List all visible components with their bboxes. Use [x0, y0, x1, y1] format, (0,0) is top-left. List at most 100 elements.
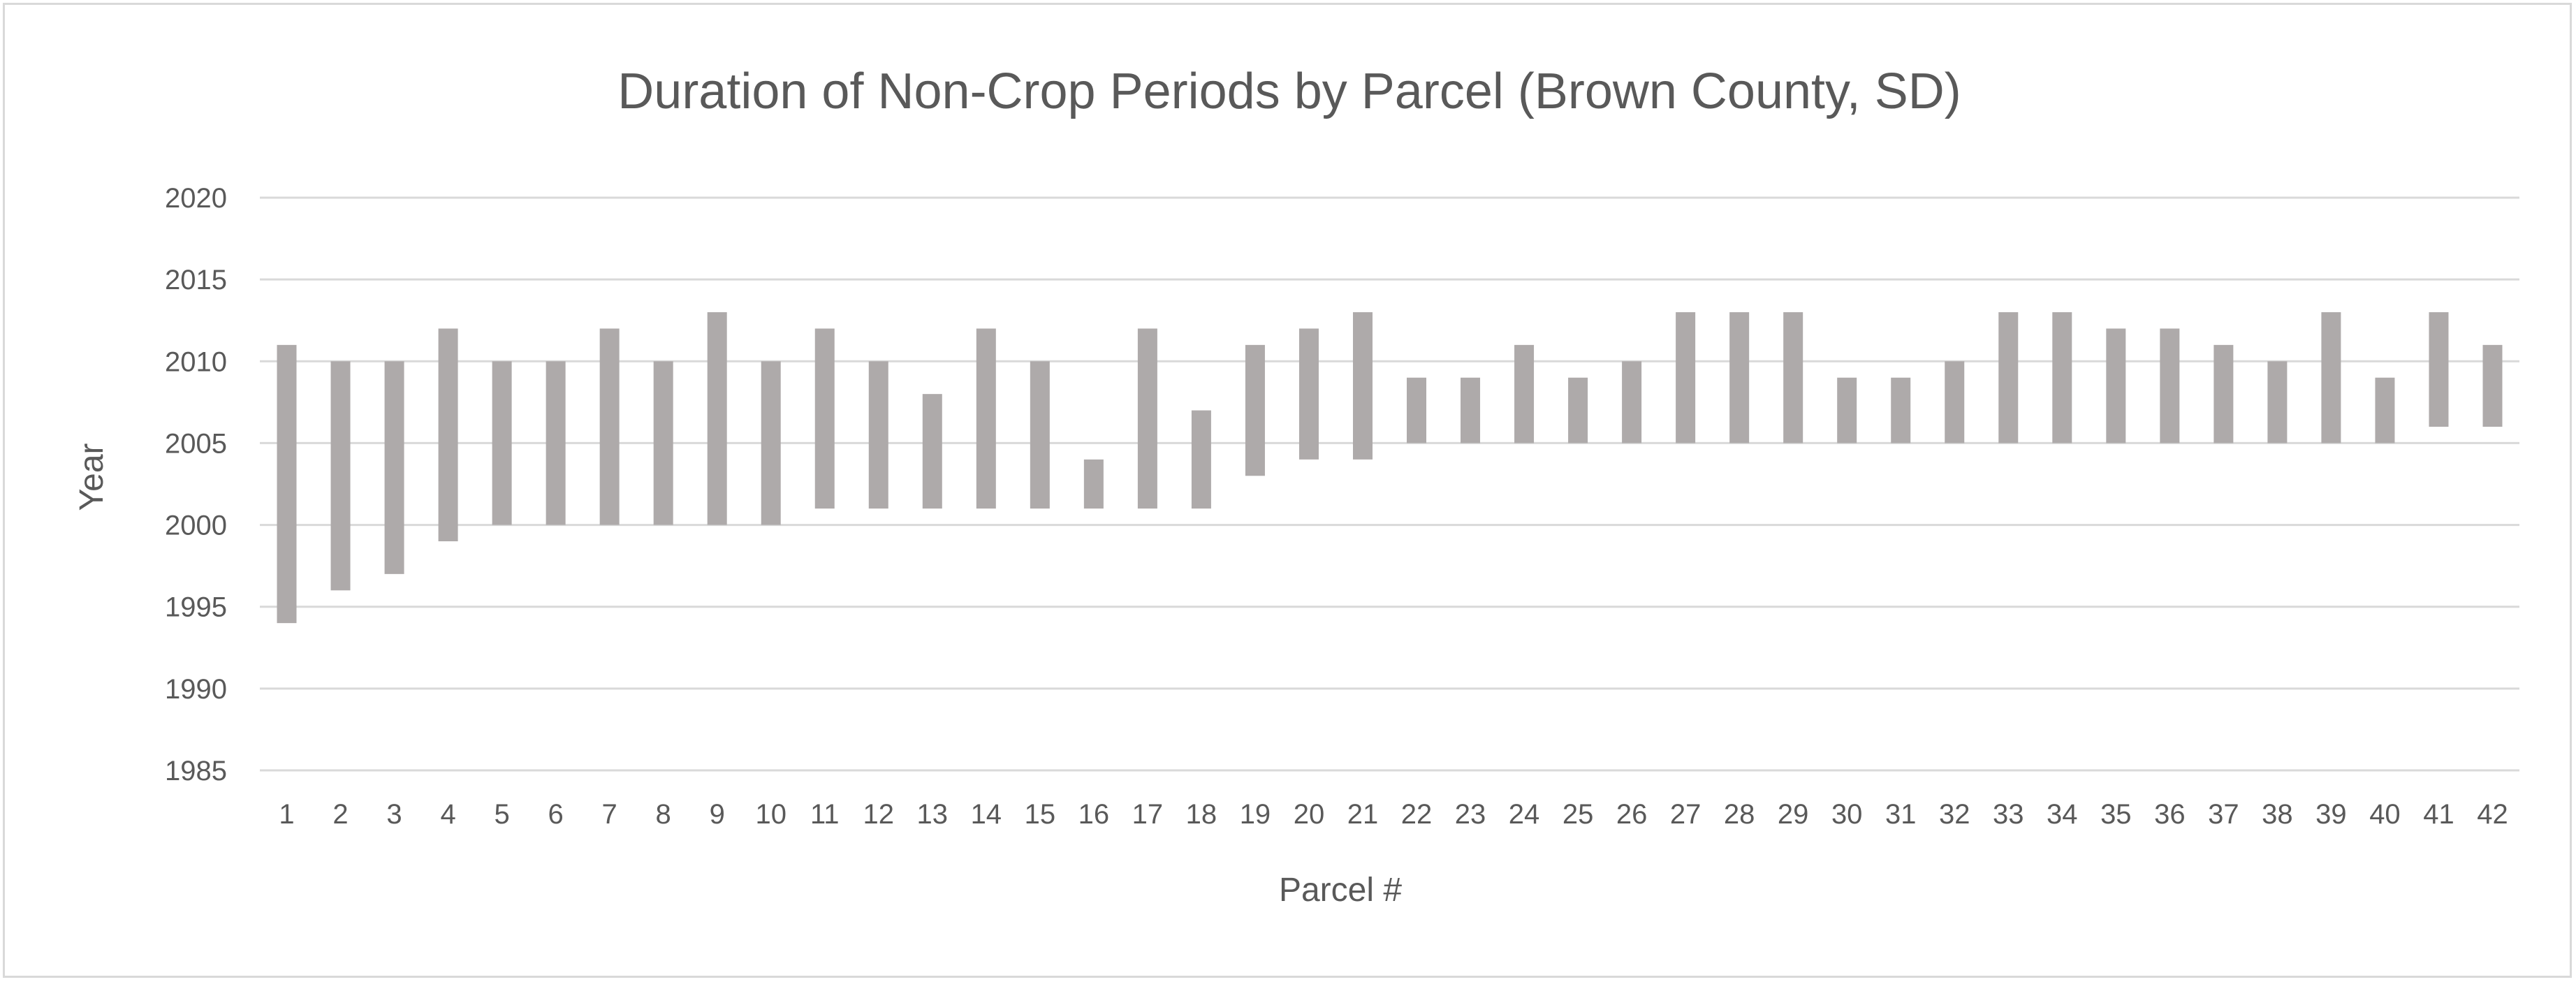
x-tick-label: 1 — [279, 799, 294, 830]
x-tick-label: 6 — [548, 799, 564, 830]
bar-parcel-34 — [2052, 312, 2072, 444]
x-tick-label: 16 — [1078, 799, 1110, 830]
x-tick-label: 26 — [1616, 799, 1648, 830]
bar-parcel-16 — [1083, 459, 1104, 509]
x-tick-labels: 1 2 3 4 5 6 7 8 9 10 11 12 13 14 15 16 17 18 19 20 21 22 23 24 2… — [279, 799, 2508, 830]
bar-parcel-29 — [1783, 312, 1803, 444]
bar-parcel-35 — [2106, 328, 2126, 444]
y-tick-label: 2020 — [165, 183, 227, 214]
x-tick-label: 42 — [2477, 799, 2508, 830]
y-tick-label: 1995 — [165, 592, 227, 623]
bar-parcel-37 — [2213, 344, 2234, 444]
bar-parcel-8 — [653, 361, 673, 525]
bar-parcel-32 — [1945, 361, 1965, 444]
bar-parcel-6 — [546, 361, 566, 525]
bar-parcel-10 — [761, 361, 781, 525]
bar-parcel-18 — [1191, 410, 1211, 509]
x-tick-label: 30 — [1831, 799, 1863, 830]
bar-parcel-9 — [707, 312, 727, 525]
x-tick-label: 5 — [494, 799, 509, 830]
y-axis-label: Year — [73, 443, 110, 511]
bar-parcel-26 — [1622, 361, 1642, 444]
chart-svg: Duration of Non-Crop Periods by Parcel (… — [73, 64, 2519, 909]
bar-parcel-22 — [1407, 377, 1427, 444]
x-tick-label: 11 — [810, 799, 840, 830]
x-tick-label: 39 — [2315, 799, 2347, 830]
x-axis-label: Parcel # — [1279, 872, 1402, 909]
bar-parcel-24 — [1514, 344, 1535, 444]
chart-frame: Duration of Non-Crop Periods by Parcel (… — [3, 3, 2572, 978]
bar-parcel-14 — [976, 328, 996, 509]
bar-parcel-12 — [868, 361, 888, 509]
bar-parcel-21 — [1352, 312, 1373, 460]
x-tick-label: 14 — [971, 799, 1002, 830]
y-tick-label: 2015 — [165, 265, 227, 295]
x-tick-label: 3 — [386, 799, 402, 830]
bar-parcel-23 — [1461, 377, 1481, 444]
x-tick-label: 22 — [1401, 799, 1433, 830]
bar-parcel-20 — [1298, 328, 1319, 460]
bar-parcel-5 — [492, 361, 512, 525]
bar-parcel-25 — [1568, 377, 1588, 444]
bar-parcel-4 — [438, 328, 458, 541]
x-tick-label: 35 — [2100, 799, 2132, 830]
x-tick-label: 23 — [1455, 799, 1486, 830]
x-tick-label: 28 — [1724, 799, 1755, 830]
bar-parcel-40 — [2375, 377, 2395, 444]
bar-parcel-38 — [2267, 361, 2288, 444]
x-tick-label: 24 — [1509, 799, 1540, 830]
bar-parcel-36 — [2160, 328, 2180, 444]
y-tick-label: 2005 — [165, 428, 227, 459]
x-tick-label: 12 — [863, 799, 895, 830]
bar-parcel-3 — [384, 361, 404, 574]
x-tick-label: 9 — [710, 799, 725, 830]
x-tick-label: 8 — [656, 799, 671, 830]
x-tick-label: 41 — [2423, 799, 2454, 830]
x-tick-label: 29 — [1778, 799, 1809, 830]
bar-parcel-1 — [277, 344, 297, 624]
bar-parcel-42 — [2482, 344, 2503, 427]
x-tick-label: 18 — [1186, 799, 1217, 830]
x-tick-label: 17 — [1132, 799, 1164, 830]
x-tick-label: 20 — [1294, 799, 1325, 830]
x-tick-label: 36 — [2154, 799, 2186, 830]
x-tick-label: 13 — [917, 799, 949, 830]
x-tick-label: 10 — [755, 799, 786, 830]
chart-title: Duration of Non-Crop Periods by Parcel (… — [617, 64, 1961, 119]
x-tick-label: 33 — [1993, 799, 2024, 830]
bar-parcel-33 — [1998, 312, 2019, 444]
y-tick-label: 2010 — [165, 346, 227, 377]
bar-parcel-17 — [1137, 328, 1157, 509]
x-tick-label: 4 — [440, 799, 455, 830]
bar-parcel-27 — [1676, 312, 1696, 444]
x-tick-label: 38 — [2262, 799, 2293, 830]
x-tick-label: 15 — [1025, 799, 1056, 830]
x-tick-label: 37 — [2208, 799, 2239, 830]
bars — [277, 312, 2503, 624]
gridlines — [260, 196, 2519, 772]
bar-parcel-7 — [599, 328, 620, 525]
x-tick-label: 25 — [1563, 799, 1594, 830]
bar-parcel-2 — [330, 361, 351, 591]
y-tick-label: 2000 — [165, 511, 227, 541]
x-tick-label: 34 — [2047, 799, 2078, 830]
bar-parcel-30 — [1837, 377, 1857, 444]
x-tick-label: 2 — [332, 799, 348, 830]
y-tick-labels: 1985 1990 1995 2000 2005 2010 2015 2020 — [165, 183, 227, 786]
x-tick-label: 21 — [1347, 799, 1379, 830]
bar-parcel-39 — [2321, 312, 2341, 444]
bar-parcel-11 — [814, 328, 835, 509]
y-tick-label: 1985 — [165, 756, 227, 786]
x-tick-label: 7 — [602, 799, 617, 830]
y-tick-label: 1990 — [165, 674, 227, 705]
x-tick-label: 32 — [1939, 799, 1970, 830]
x-tick-label: 40 — [2369, 799, 2401, 830]
bar-parcel-13 — [922, 394, 942, 509]
bar-parcel-15 — [1030, 361, 1050, 509]
bar-parcel-28 — [1729, 312, 1750, 444]
x-tick-label: 31 — [1885, 799, 1917, 830]
bar-parcel-19 — [1245, 344, 1265, 476]
bar-parcel-31 — [1891, 377, 1911, 444]
bar-parcel-41 — [2429, 312, 2449, 427]
x-tick-label: 27 — [1670, 799, 1702, 830]
